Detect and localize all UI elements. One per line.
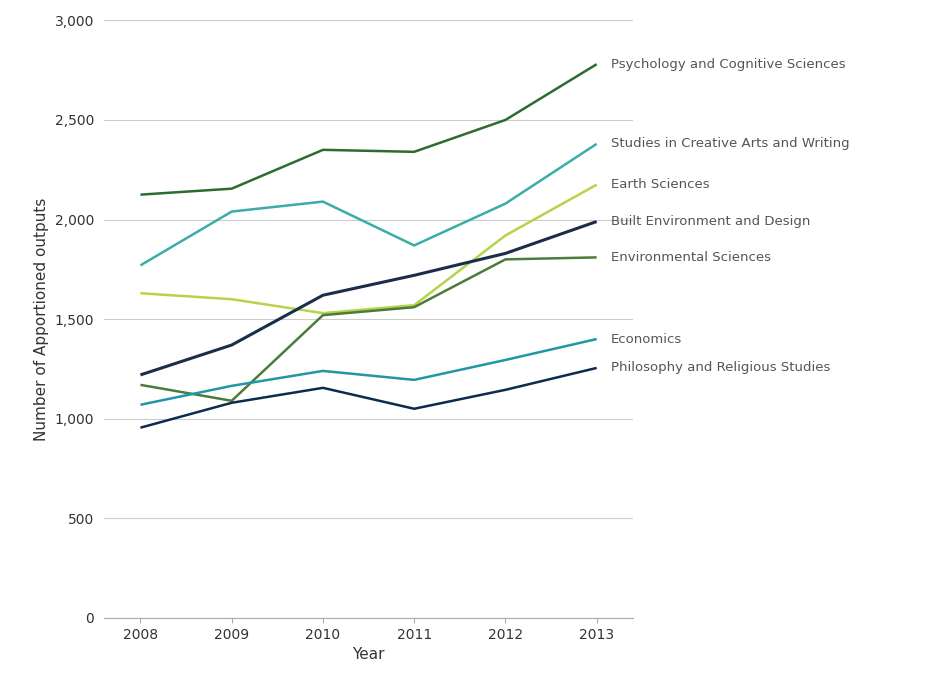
Text: Psychology and Cognitive Sciences: Psychology and Cognitive Sciences (610, 58, 844, 71)
Text: Earth Sciences: Earth Sciences (610, 178, 708, 191)
Text: Built Environment and Design: Built Environment and Design (610, 215, 809, 228)
Text: Studies in Creative Arts and Writing: Studies in Creative Arts and Writing (610, 137, 849, 150)
Text: Environmental Sciences: Environmental Sciences (610, 251, 769, 264)
Text: Economics: Economics (610, 333, 681, 346)
Text: Philosophy and Religious Studies: Philosophy and Religious Studies (610, 361, 829, 374)
X-axis label: Year: Year (352, 647, 384, 662)
Y-axis label: Number of Apportioned outputs: Number of Apportioned outputs (34, 198, 49, 441)
